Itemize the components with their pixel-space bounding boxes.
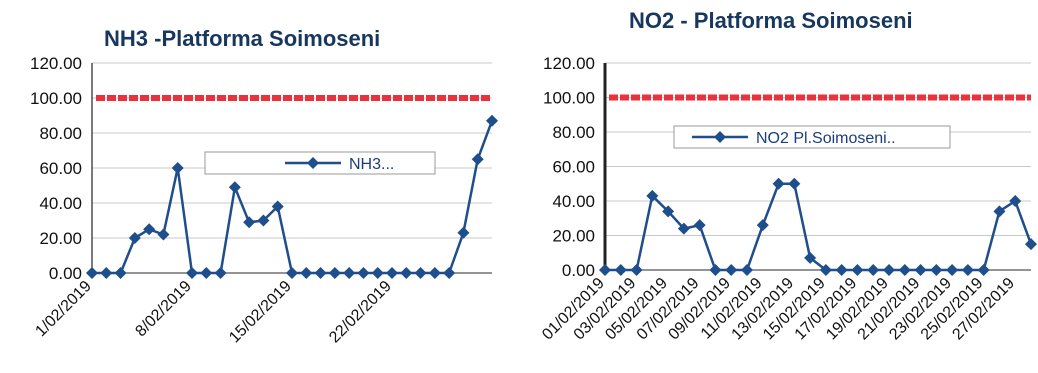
no2-line-chart: 120.00100.0080.0060.0040.0020.000.0001/0… [539,54,1037,343]
legend-label: NH3... [349,156,394,173]
data-point [946,264,959,276]
y-tick-label: 20.00 [39,229,82,248]
data-point [86,267,98,279]
nh3-line-chart: 120.00 100.00 80.00 60.00 40.00 20.00 0.001/02… [30,54,498,347]
data-point [157,228,170,241]
data-point [343,267,356,279]
data-point [662,205,675,218]
y-tick-label: 0.00 [562,261,595,280]
y-tick-label: 100.00 [30,89,82,108]
data-point [486,114,498,127]
data-point [772,177,785,190]
data-point [114,267,127,279]
data-point [756,219,769,232]
data-point [143,223,156,236]
data-point [271,200,284,213]
data-point [228,181,241,194]
x-tick-label: 22/02/2019 [326,278,395,347]
data-point [914,264,927,276]
data-point [788,177,801,190]
data-point [646,189,659,202]
data-point [930,264,943,276]
y-tick-label: 80.00 [552,123,595,142]
data-point [883,264,895,276]
y-tick-label: 100.00 [543,89,595,108]
data-point [630,264,643,276]
data-point [414,267,427,279]
data-point [835,264,848,276]
data-point [186,267,198,279]
legend-marker [714,131,726,143]
data-point [693,219,706,232]
y-tick-label: 0.00 [49,264,82,283]
y-tick-label: 40.00 [39,194,82,213]
data-point [471,153,484,166]
data-point [100,267,113,279]
y-tick-label: 60.00 [39,159,82,178]
data-point [357,267,370,279]
data-point [1009,195,1022,207]
data-point [977,264,990,276]
y-tick-label: 60.00 [552,158,595,177]
data-point [171,162,184,174]
data-point [1025,238,1037,251]
y-tick-label: 20.00 [552,227,595,246]
data-point [443,267,456,279]
data-point [867,264,880,276]
y-tick-label: 120.00 [30,54,82,73]
data-point [200,267,213,279]
data-point [741,264,753,276]
data-point [725,264,738,276]
series-line [605,182,1033,272]
data-point [599,264,611,276]
data-point [243,216,256,229]
data-point [851,264,864,276]
data-point [428,267,441,279]
data-point [709,264,722,276]
data-point [677,222,690,235]
chart-title: NH3 -Platforma Soimoseni [104,26,381,51]
data-point [961,264,974,276]
data-point [804,251,817,264]
data-point [128,232,141,244]
y-tick-label: 120.00 [543,54,595,73]
data-point [257,214,270,227]
legend-box [673,125,951,149]
data-point [371,267,384,279]
series-line [92,120,494,275]
data-point [898,264,911,276]
data-point [386,267,398,279]
y-tick-label: 40.00 [552,192,595,211]
data-point [400,267,413,279]
x-tick-label: 1/02/2019 [32,278,94,340]
legend-label: NO2 Pl.Soimoseni.. [756,130,896,147]
data-point [214,267,227,279]
x-tick-label: 15/02/2019 [226,278,295,347]
chart-title: NO2 - Platforma Soimoseni [629,8,913,33]
legend-marker [307,157,319,169]
data-point [300,267,313,279]
data-point [314,267,327,279]
data-point [286,267,298,279]
y-tick-label: 80.00 [39,124,82,143]
nh3-chart-panel: NH3 -Platforma Soimoseni 120.00 100.00 80.… [30,26,498,347]
data-point [457,226,470,239]
data-point [993,205,1006,218]
x-tick-label: 8/02/2019 [132,278,194,340]
data-point [614,264,627,276]
no2-chart-panel: NO2 - Platforma Soimoseni 120.00 100.00 80… [519,0,1038,373]
data-point [819,264,832,276]
data-point [328,267,341,279]
